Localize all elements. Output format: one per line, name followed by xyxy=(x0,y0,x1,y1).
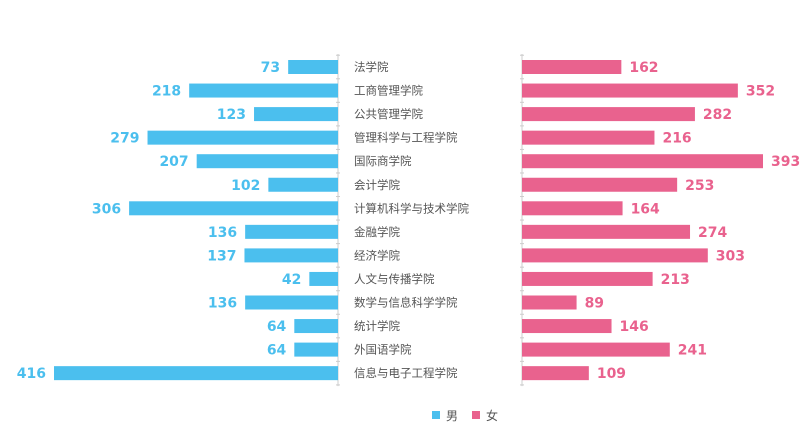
legend-swatch-male xyxy=(432,411,440,419)
category-label: 金融学院 xyxy=(354,225,400,239)
bar-female xyxy=(522,154,763,169)
data-label-female: 162 xyxy=(629,60,658,76)
bar-female xyxy=(522,248,708,263)
bar-male xyxy=(189,83,338,98)
category-label: 公共管理学院 xyxy=(354,107,423,121)
data-label-female: 146 xyxy=(620,319,649,335)
bar-male xyxy=(245,224,338,239)
bar-male xyxy=(288,60,338,74)
bar-female xyxy=(522,107,695,122)
data-label-male: 64 xyxy=(267,343,287,359)
bar-female xyxy=(522,295,577,310)
bar-female xyxy=(522,130,655,145)
data-label-male: 102 xyxy=(231,178,260,194)
data-label-male: 218 xyxy=(152,84,181,100)
bar-male xyxy=(254,107,338,122)
data-label-male: 136 xyxy=(208,225,237,241)
data-label-female: 352 xyxy=(746,84,775,100)
category-label: 外国语学院 xyxy=(354,343,412,357)
category-label: 经济学院 xyxy=(354,248,400,262)
data-label-male: 137 xyxy=(207,248,236,264)
bar-male xyxy=(294,342,338,357)
data-label-female: 213 xyxy=(661,272,690,288)
bar-male xyxy=(244,248,338,263)
category-label: 数学与信息科学学院 xyxy=(354,296,458,310)
category-label: 工商管理学院 xyxy=(354,84,423,98)
data-label-female: 274 xyxy=(698,225,727,241)
bar-female xyxy=(522,83,738,98)
data-label-male: 64 xyxy=(267,319,287,335)
data-label-female: 303 xyxy=(716,248,745,264)
bar-female xyxy=(522,60,622,74)
bar-male xyxy=(245,295,338,310)
axes-group xyxy=(336,54,524,387)
bar-female xyxy=(522,177,678,192)
data-label-male: 123 xyxy=(217,107,246,123)
data-label-female: 216 xyxy=(662,131,691,147)
data-label-female: 89 xyxy=(585,296,604,312)
category-label: 国际商学院 xyxy=(354,154,412,168)
category-label: 计算机科学与技术学院 xyxy=(354,201,469,215)
bar-male xyxy=(309,271,338,286)
legend-swatch-female xyxy=(472,411,480,419)
bar-male xyxy=(54,366,338,381)
bar-female xyxy=(522,271,653,286)
data-label-female: 241 xyxy=(678,343,707,359)
category-label: 信息与电子工程学院 xyxy=(354,366,458,380)
legend-label-male: 男 xyxy=(446,409,458,423)
bar-female xyxy=(522,342,670,357)
category-label: 管理科学与工程学院 xyxy=(354,131,458,145)
data-label-female: 109 xyxy=(597,366,626,382)
bar-male xyxy=(294,319,338,334)
data-label-male: 42 xyxy=(282,272,301,288)
data-label-male: 73 xyxy=(261,60,280,76)
bar-female xyxy=(522,201,623,216)
bar-female xyxy=(522,224,691,239)
category-label: 统计学院 xyxy=(354,319,400,333)
data-label-male: 279 xyxy=(110,131,139,147)
category-label: 法学院 xyxy=(354,60,389,74)
category-label: 人文与传播学院 xyxy=(354,272,435,286)
category-label: 会计学院 xyxy=(354,178,400,192)
data-label-female: 393 xyxy=(771,154,800,170)
bar-female xyxy=(522,366,589,381)
bar-male xyxy=(196,154,338,169)
data-label-male: 306 xyxy=(92,201,121,217)
data-label-female: 253 xyxy=(685,178,714,194)
bar-male xyxy=(268,177,338,192)
legend-label-female: 女 xyxy=(486,408,498,423)
data-label-male: 207 xyxy=(159,154,188,170)
bar-female xyxy=(522,319,612,334)
data-label-male: 416 xyxy=(17,366,46,382)
legend: 男女 xyxy=(432,408,498,423)
data-label-female: 164 xyxy=(631,201,660,217)
bar-male xyxy=(129,201,338,216)
data-label-male: 136 xyxy=(208,296,237,312)
bars-group xyxy=(54,60,763,381)
data-label-female: 282 xyxy=(703,107,732,123)
bar-male xyxy=(147,130,338,145)
labels-group: 73 162 法学院 218 352 工商管理学院 123 282 公共管理学院 279 216 管理… xyxy=(17,60,800,382)
